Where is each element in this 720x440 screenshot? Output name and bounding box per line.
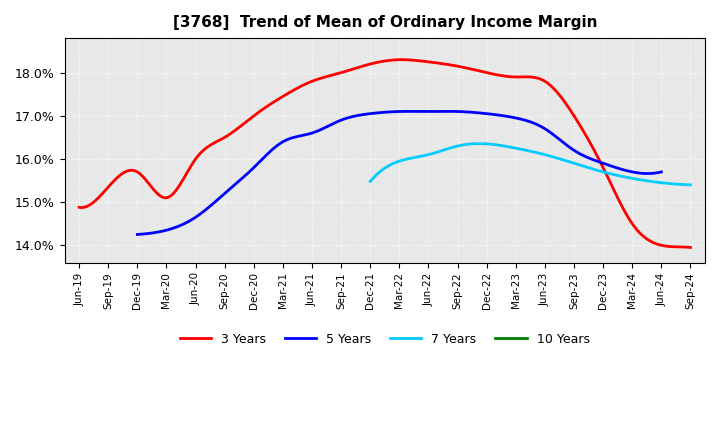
Title: [3768]  Trend of Mean of Ordinary Income Margin: [3768] Trend of Mean of Ordinary Income …	[173, 15, 597, 30]
Legend: 3 Years, 5 Years, 7 Years, 10 Years: 3 Years, 5 Years, 7 Years, 10 Years	[175, 327, 595, 351]
